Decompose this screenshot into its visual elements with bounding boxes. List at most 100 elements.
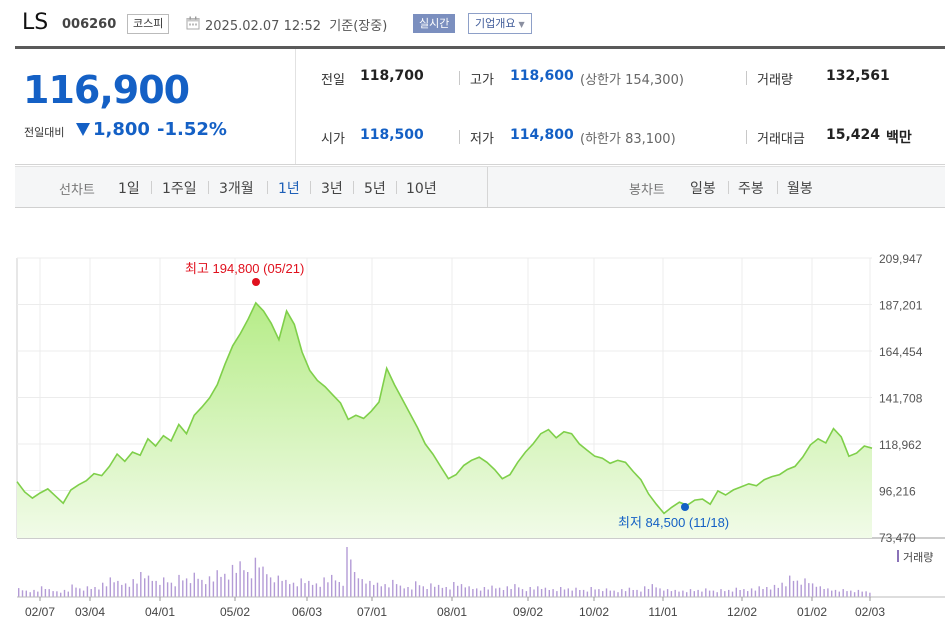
divider [777,181,778,194]
volume-bar [197,578,199,597]
period-1y[interactable]: 1년 [278,181,300,197]
volume-bar [430,583,432,597]
volume-bar [296,586,298,597]
period-1d[interactable]: 1일 [118,181,140,197]
period-10y[interactable]: 10년 [406,181,437,197]
volume-bar [865,591,867,597]
x-tick-label: 04/01 [145,605,175,619]
candle-weekly[interactable]: 주봉 [738,181,764,197]
volume-bar [495,588,497,597]
volume-bar [40,586,43,597]
volume-bar [731,591,734,597]
price-change-percent: -1.52% [157,119,227,140]
divider [459,130,460,144]
x-tick-label: 02/03 [855,605,885,619]
volume-bar [491,585,493,597]
volume-bar [239,561,241,597]
volume-bar [712,590,715,597]
volume-bar [327,582,329,597]
volume-bar [315,583,318,597]
lower-limit: (하한가 83,100) [580,132,676,147]
volume-bar [842,589,844,597]
volume-bar [399,585,402,597]
volume-bar [834,589,837,597]
x-tick-label: 09/02 [513,605,543,619]
divider [151,181,152,194]
divider [310,181,311,194]
realtime-button[interactable]: 실시간 [413,14,456,33]
volume-bar [331,574,333,597]
volume-bar [552,589,554,597]
volume-bar [624,591,627,597]
volume-bar [124,583,127,597]
change-label: 전일대비 [24,126,65,139]
volume-bar [582,589,585,597]
volume-bar [415,581,417,597]
period-5y[interactable]: 5년 [364,181,386,197]
volume-bar [689,589,692,597]
y-tick-label: 209,947 [879,252,923,266]
volume-bar [621,589,623,597]
volume-bar [602,591,604,597]
volume-bar [82,590,85,597]
volume-bar [353,572,356,597]
volume-bar [380,586,382,597]
volume-bar [63,589,66,597]
volume-bar [670,591,673,597]
volume-bar [376,582,379,597]
volume-bar [464,587,466,597]
volume-bar [594,589,596,597]
volume-bar [754,590,757,597]
volume-bar [170,582,173,597]
upper-limit: (상한가 154,300) [580,73,684,88]
volume-bar [113,582,115,597]
volume-bar [647,589,650,597]
volume-bar [567,588,569,597]
volume-bar [151,580,153,597]
company-overview-dropdown[interactable]: 기업개요 ▼ [468,13,532,34]
volume-bar [159,584,161,597]
candle-chart-label: 봉차트 [629,183,665,198]
quote-panel: 116,900 전일대비 1,800 -1.52% 전일 118,700 고가 … [15,49,945,165]
volume-bar [777,587,779,597]
period-3y[interactable]: 3년 [321,181,343,197]
volume-bar [766,587,768,597]
volume-bar [147,575,150,597]
volume-bar [422,586,424,597]
volume-bar [537,586,539,597]
volume-bar [334,580,337,597]
volume-bar [243,570,245,597]
volume-bar [460,584,463,597]
volume-legend-label: 거래량 [903,551,933,564]
volume-bar [728,589,730,597]
volume-bar [747,591,749,597]
open-value: 118,500 [360,127,424,143]
y-tick-label: 73,470 [879,531,916,545]
volume-bar [468,586,470,597]
volume-bar [678,591,680,597]
volume-bar [247,572,249,597]
price-change: 1,800 [93,119,150,140]
divider [208,181,209,194]
volume-bar [437,584,440,597]
volume-bar [773,584,776,597]
candle-daily[interactable]: 일봉 [690,181,716,197]
volume-bar [102,582,104,597]
candle-monthly[interactable]: 월봉 [787,181,813,197]
period-1w[interactable]: 1주일 [162,181,197,197]
volume-bar [193,572,195,597]
volume-bar [518,587,520,597]
volume-bar [75,587,77,597]
volume-bar [609,590,611,597]
volume-bar [449,589,451,597]
volume-bar [502,590,505,597]
trade-value: 15,424 [826,127,881,143]
volume-bar [262,566,264,597]
volume-bar [762,589,764,597]
price-area [17,302,872,538]
volume-bar [781,582,783,597]
volume-bar [37,591,39,597]
volume-bar [697,589,699,597]
period-3m[interactable]: 3개월 [219,181,254,197]
volume-bar [56,591,58,597]
